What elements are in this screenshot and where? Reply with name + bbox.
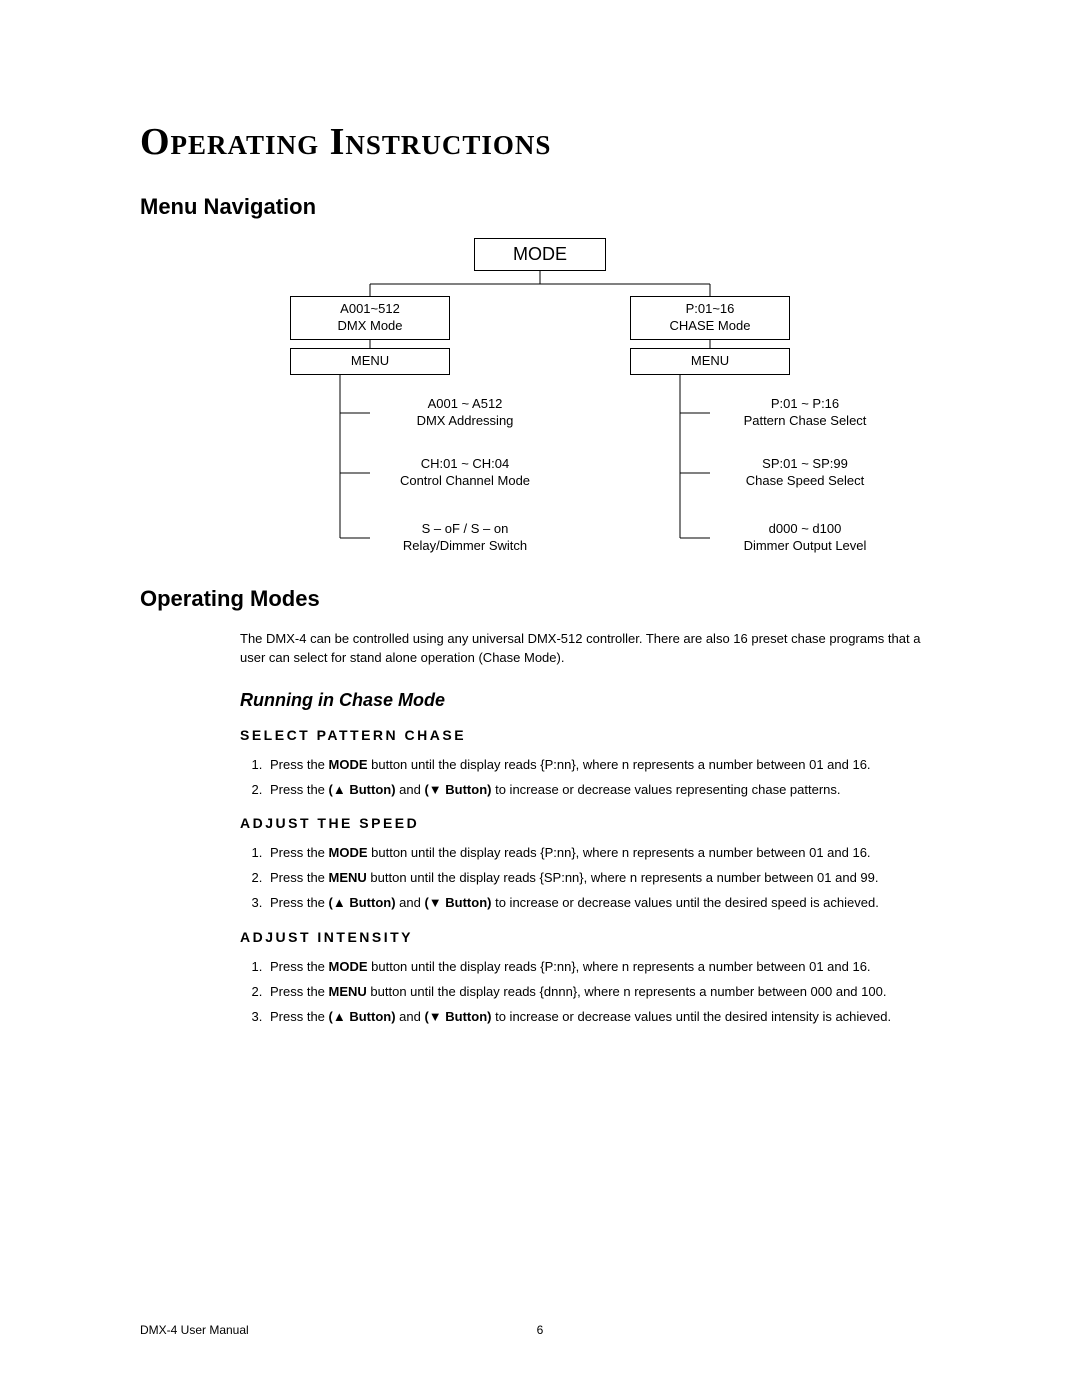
leaf-pattern-select: P:01 ~ P:16 Pattern Chase Select	[715, 396, 895, 430]
subsection-chase-mode: Running in Chase Mode	[240, 690, 940, 711]
node-dmx-mode-l2: DMX Mode	[337, 318, 402, 333]
node-menu-right: MENU	[630, 348, 790, 375]
footer-page-number: 6	[537, 1323, 544, 1337]
list-item: Press the (▲ Button) and (▼ Button) to i…	[266, 781, 940, 800]
adjust-speed-steps: Press the MODE button until the display …	[240, 844, 940, 913]
step-text: Press the MENU button until the display …	[270, 870, 878, 885]
section-operating-modes: Operating Modes	[140, 586, 940, 612]
heading-adjust-speed: ADJUST THE SPEED	[240, 815, 940, 831]
node-chase-mode-l2: CHASE Mode	[670, 318, 751, 333]
list-item: Press the MENU button until the display …	[266, 983, 940, 1002]
leaf-dimmer-output: d000 ~ d100 Dimmer Output Level	[715, 521, 895, 555]
page-footer: DMX-4 User Manual 6	[140, 1323, 940, 1337]
node-menu-left: MENU	[290, 348, 450, 375]
list-item: Press the MENU button until the display …	[266, 869, 940, 888]
page: Operating Instructions Menu Navigation	[0, 0, 1080, 1397]
step-text: Press the MODE button until the display …	[270, 757, 871, 772]
step-text: Press the (▲ Button) and (▼ Button) to i…	[270, 895, 879, 910]
heading-adjust-intensity: ADJUST INTENSITY	[240, 929, 940, 945]
list-item: Press the (▲ Button) and (▼ Button) to i…	[266, 894, 940, 913]
step-text: Press the MENU button until the display …	[270, 984, 886, 999]
leaf-relay-dimmer: S – oF / S – on Relay/Dimmer Switch	[375, 521, 555, 555]
page-title: Operating Instructions	[140, 120, 940, 164]
step-text: Press the (▲ Button) and (▼ Button) to i…	[270, 782, 841, 797]
select-pattern-steps: Press the MODE button until the display …	[240, 756, 940, 800]
node-dmx-mode: A001~512 DMX Mode	[290, 296, 450, 340]
step-text: Press the MODE button until the display …	[270, 959, 871, 974]
footer-left: DMX-4 User Manual	[140, 1323, 249, 1337]
list-item: Press the (▲ Button) and (▼ Button) to i…	[266, 1008, 940, 1027]
node-mode-root: MODE	[474, 238, 606, 271]
node-chase-mode-l1: P:01~16	[686, 301, 735, 316]
step-text: Press the MODE button until the display …	[270, 845, 871, 860]
step-text: Press the (▲ Button) and (▼ Button) to i…	[270, 1009, 891, 1024]
adjust-intensity-steps: Press the MODE button until the display …	[240, 958, 940, 1027]
op-modes-intro-text: The DMX-4 can be controlled using any un…	[240, 630, 940, 668]
section-menu-navigation: Menu Navigation	[140, 194, 940, 220]
list-item: Press the MODE button until the display …	[266, 756, 940, 775]
node-dmx-mode-l1: A001~512	[340, 301, 400, 316]
leaf-speed-select: SP:01 ~ SP:99 Chase Speed Select	[715, 456, 895, 490]
list-item: Press the MODE button until the display …	[266, 844, 940, 863]
leaf-ctrl-channel: CH:01 ~ CH:04 Control Channel Mode	[375, 456, 555, 490]
list-item: Press the MODE button until the display …	[266, 958, 940, 977]
heading-select-pattern: SELECT PATTERN CHASE	[240, 727, 940, 743]
leaf-dmx-addr: A001 ~ A512 DMX Addressing	[375, 396, 555, 430]
menu-tree-diagram: MODE A001~512 DMX Mode P:01~16 CHASE Mod…	[220, 238, 860, 568]
node-chase-mode: P:01~16 CHASE Mode	[630, 296, 790, 340]
